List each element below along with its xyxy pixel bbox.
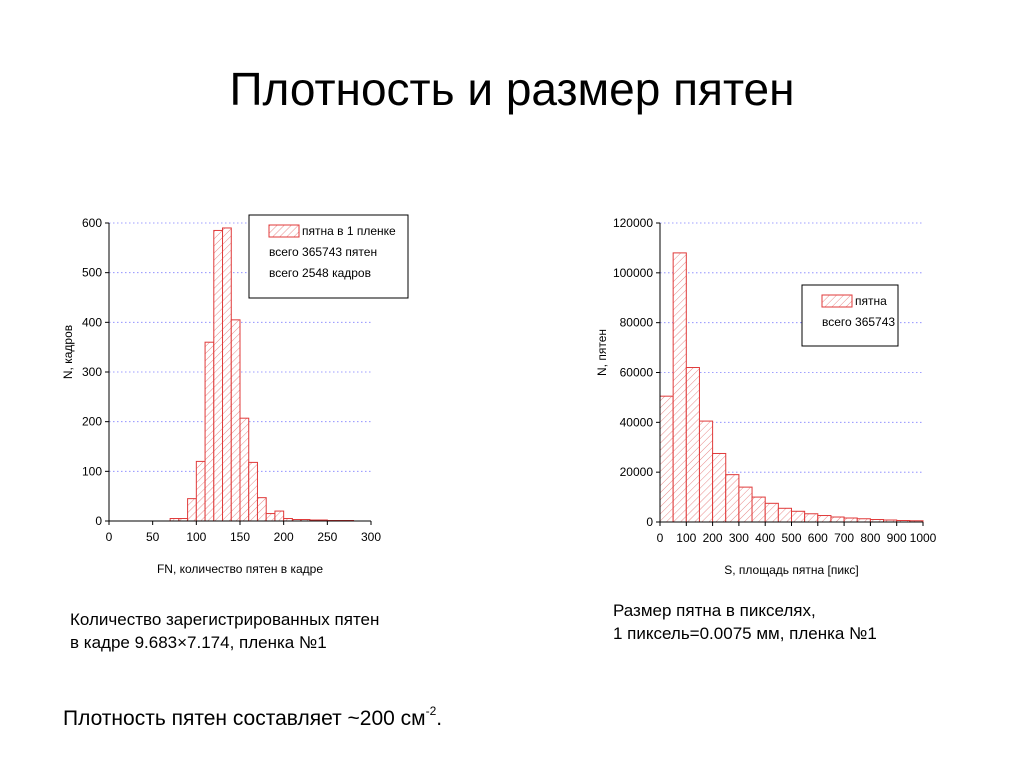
x-tick-label: 250	[317, 530, 337, 544]
x-tick-label: 300	[361, 530, 381, 544]
caption-left-line-2: в кадре 9.683×7.174, пленка №1	[70, 633, 327, 652]
x-axis-label: FN, количество пятен в кадре	[157, 562, 323, 576]
y-tick-label: 20000	[620, 465, 654, 479]
histogram-bar	[213, 229, 224, 522]
legend-swatch	[821, 294, 853, 308]
density-text: Плотность пятен составляет ~200 см	[63, 707, 426, 730]
density-statement: Плотность пятен составляет ~200 см-2.	[63, 704, 443, 731]
legend-entry: всего 365743 пятен	[269, 245, 377, 259]
x-tick-label: 400	[755, 531, 775, 545]
histogram-bar	[817, 515, 832, 523]
y-tick-label: 0	[95, 514, 102, 528]
histogram-bar	[204, 341, 215, 522]
x-tick-label: 800	[860, 531, 880, 545]
y-tick-label: 100	[82, 464, 102, 478]
legend-swatch	[268, 224, 300, 238]
y-tick-label: 100000	[613, 266, 653, 280]
histogram-bar	[239, 417, 250, 522]
x-tick-label: 1000	[910, 531, 937, 545]
y-axis-label: N, пятен	[595, 329, 609, 376]
histogram-bar	[698, 420, 714, 523]
histogram-bar	[222, 227, 232, 522]
y-tick-label: 120000	[613, 216, 653, 230]
caption-left: Количество зарегистрированных пятен в ка…	[70, 608, 379, 654]
y-tick-label: 40000	[620, 415, 654, 429]
x-tick-label: 50	[146, 530, 160, 544]
x-tick-label: 900	[887, 531, 907, 545]
legend-entry: всего 365743	[822, 315, 895, 329]
x-axis-label: S, площадь пятна [пикс]	[724, 563, 859, 577]
x-tick-label: 200	[274, 530, 294, 544]
slide-title: Плотность и размер пятен	[229, 63, 795, 115]
y-tick-label: 500	[82, 266, 102, 280]
histogram-bar	[843, 517, 858, 523]
area-histogram: 0 20000 40000 60000 80000 100000 120000 0 100 200…	[595, 216, 937, 577]
histogram-bar	[672, 252, 687, 523]
x-tick-label: 150	[230, 530, 250, 544]
histogram-bar	[791, 510, 806, 523]
histogram-bar	[187, 498, 197, 522]
histogram-bar	[685, 367, 700, 523]
histogram-bar	[274, 510, 285, 522]
y-axis-label: N, кадров	[61, 325, 75, 379]
x-tick-label: 600	[808, 531, 828, 545]
y-tick-label: 200	[82, 415, 102, 429]
histogram-bar	[804, 513, 819, 523]
histogram-bar	[764, 502, 779, 523]
legend: пятна в 1 пленке всего 365743 пятен всего …	[248, 214, 409, 299]
legend-entry: всего 2548 кадров	[269, 266, 371, 280]
caption-right-line-1: Размер пятна в пикселях,	[613, 601, 816, 620]
x-tick-label: 100	[676, 531, 696, 545]
density-end: .	[436, 707, 443, 730]
histogram-bar	[830, 516, 845, 523]
histogram-bar	[777, 507, 792, 523]
histogram-bar	[751, 496, 766, 523]
histogram-bar	[230, 319, 241, 522]
histogram-bar	[738, 486, 753, 523]
x-tick-label: 500	[781, 531, 801, 545]
y-tick-label: 0	[646, 515, 653, 529]
legend-entry: пятна	[855, 294, 887, 308]
histogram-bar	[256, 497, 267, 522]
histogram-bar	[725, 474, 740, 523]
y-tick-label: 300	[82, 365, 102, 379]
caption-left-line-1: Количество зарегистрированных пятен	[70, 610, 380, 629]
x-tick-label: 300	[729, 531, 749, 545]
x-tick-label: 200	[703, 531, 723, 545]
x-tick-label: 0	[657, 531, 664, 545]
histogram-bar	[659, 395, 674, 523]
y-tick-label: 400	[82, 315, 102, 329]
caption-right-line-2: 1 пиксель=0.0075 мм, пленка №1	[613, 624, 877, 643]
x-tick-label: 0	[106, 530, 113, 544]
histogram-bar	[248, 461, 258, 522]
legend: пятна всего 365743	[801, 284, 899, 347]
y-tick-label: 80000	[620, 316, 654, 330]
y-tick-label: 600	[82, 216, 102, 230]
histogram-bar	[712, 452, 727, 523]
fn-histogram: 0 100 200 300 400 500 600 0 50 100 150 200 250 300 FN,…	[61, 214, 409, 576]
x-tick-label: 700	[834, 531, 854, 545]
histograms: 0 100 200 300 400 500 600 0 50 100 150 200 250 300 FN,…	[61, 214, 937, 577]
legend-entry: пятна в 1 пленке	[302, 224, 396, 238]
histogram-bar	[195, 460, 206, 522]
histogram-bar	[265, 513, 276, 522]
y-tick-label: 60000	[620, 366, 654, 380]
density-exponent: -2	[425, 704, 437, 718]
legend-box	[248, 214, 409, 299]
x-tick-label: 100	[186, 530, 206, 544]
caption-right: Размер пятна в пикселях, 1 пиксель=0.007…	[613, 599, 877, 645]
